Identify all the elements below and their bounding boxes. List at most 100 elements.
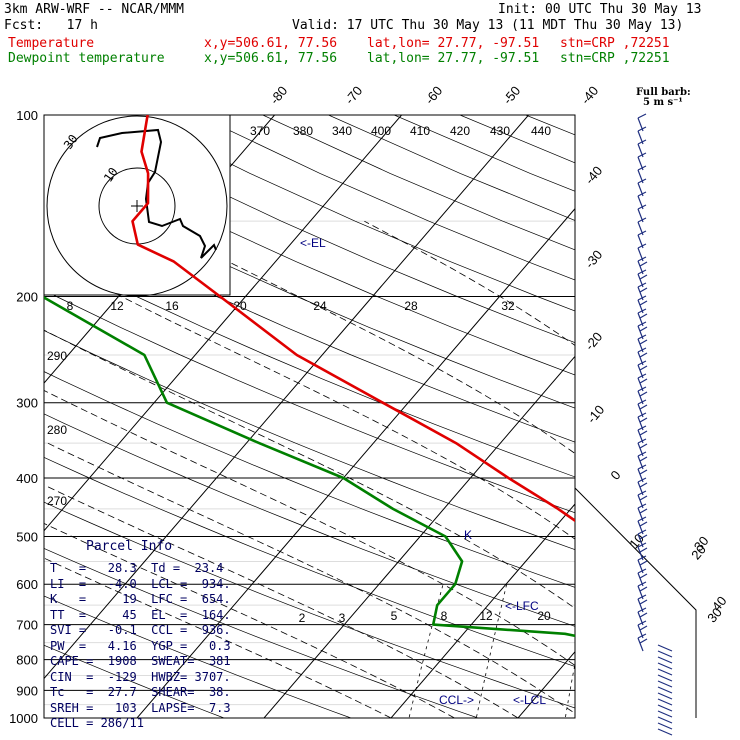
wind-barb xyxy=(637,542,647,548)
wind-barb xyxy=(637,399,647,405)
plot-frame xyxy=(43,114,576,719)
isotherm-label: -30 xyxy=(582,247,606,271)
moist-adiabat xyxy=(44,523,455,718)
dry-adiabat xyxy=(44,595,353,718)
isotherm xyxy=(517,650,575,718)
pressure-label-600: 600 xyxy=(16,577,38,592)
moist-adiabat xyxy=(364,220,575,346)
pressure-label-900: 900 xyxy=(16,683,38,698)
wind-barb xyxy=(637,360,647,366)
mixing-ratio-label: 3 xyxy=(339,611,346,625)
wind-barb xyxy=(637,269,647,275)
dry-adiabat xyxy=(44,212,575,443)
valid-time: Valid: 17 UTC Thu 30 May 13 (11 MDT Thu … xyxy=(292,18,684,33)
wind-barb xyxy=(637,178,647,184)
mixing-ratio-label: 8 xyxy=(441,609,448,623)
mixing-ratio-line xyxy=(475,584,508,718)
wind-barb xyxy=(639,300,648,306)
moist-adiabat xyxy=(44,390,575,666)
wind-barb xyxy=(639,417,648,423)
parcel-row: CAPE = 1908 SWEAT= 381 xyxy=(50,654,231,668)
wind-barb xyxy=(637,425,647,431)
wind-barb xyxy=(637,451,647,457)
wind-barb xyxy=(637,373,647,379)
annotation-label: CCL-> xyxy=(439,693,474,707)
parcel-row: TT = 45 EL = 164. xyxy=(50,608,231,622)
parcel-info-title: Parcel Info xyxy=(86,539,173,554)
forecast-hour: Fcst: 17 h xyxy=(4,18,98,33)
wind-barb xyxy=(637,295,647,301)
wind-barb xyxy=(657,644,673,652)
wind-barb xyxy=(639,274,648,280)
dry-adiabat xyxy=(44,250,575,478)
dewpoint-profile xyxy=(44,295,575,638)
wind-barb xyxy=(637,386,647,392)
wind-barb xyxy=(639,534,648,540)
wind-barb xyxy=(637,620,647,626)
dry-adiabat xyxy=(44,413,575,627)
wind-barb xyxy=(639,495,648,501)
wind-barb xyxy=(637,607,647,613)
mixing-ratio-label: 5 xyxy=(391,609,398,623)
dewpoint-station: stn=CRP ,72251 xyxy=(560,51,670,66)
parcel-row: LI = -4.0 LCL = 934. xyxy=(50,577,231,591)
parcel-row: CELL = 286/11 xyxy=(50,716,144,730)
wind-barb xyxy=(637,503,647,509)
temperature-latlon: lat,lon= 27.77, -97.51 xyxy=(367,36,540,51)
model-title: 3km ARW-WRF -- NCAR/MMM xyxy=(4,2,185,17)
wind-barb xyxy=(637,126,647,132)
temperature-station: stn=CRP ,72251 xyxy=(560,36,670,51)
wind-barb xyxy=(657,656,673,664)
parcel-row: CIN = -129 HWBZ= 3707. xyxy=(50,670,231,684)
wind-barb xyxy=(637,334,647,340)
theta-label: 380 xyxy=(293,124,313,138)
wind-barb xyxy=(637,321,647,327)
temperature-profile xyxy=(131,115,575,523)
temperature-legend: Temperature xyxy=(8,36,95,51)
moist-adiabat xyxy=(44,440,575,714)
parcel-row: T = 28.3 Td = 23.4 xyxy=(50,561,224,575)
moist-adiabat xyxy=(44,557,392,718)
init-time: Init: 00 UTC Thu 30 May 13 xyxy=(498,2,702,17)
wind-barb xyxy=(637,308,647,314)
moist-adiabat xyxy=(148,220,575,454)
dry-adiabat xyxy=(44,644,225,718)
pressure-label-1000: 1000 xyxy=(9,711,38,726)
wind-barb xyxy=(639,560,648,566)
wind-barb xyxy=(639,508,648,514)
wind-barb xyxy=(657,650,673,658)
theta-label: 370 xyxy=(250,124,270,138)
wind-barb xyxy=(637,113,647,119)
wind-barb xyxy=(639,469,648,475)
wind-barb xyxy=(657,728,673,736)
wind-barb xyxy=(639,378,648,384)
wind-barb xyxy=(639,547,648,553)
dry-adiabat xyxy=(44,175,575,409)
dry-adiabat xyxy=(44,501,575,709)
theta-label: 430 xyxy=(490,124,510,138)
barb-panel-edge xyxy=(574,487,697,718)
wind-barb xyxy=(639,586,648,592)
wind-barb xyxy=(637,165,647,171)
temperature-xy: x,y=506.61, 77.56 xyxy=(204,36,338,51)
wind-barb xyxy=(637,256,647,262)
dry-adiabat xyxy=(459,115,575,164)
wind-barb xyxy=(637,464,647,470)
pressure-label-100: 100 xyxy=(16,108,38,123)
dry-adiabat xyxy=(44,289,575,514)
wind-barb xyxy=(639,521,648,527)
dry-adiabat xyxy=(394,115,575,192)
annotation-label: <-LFC xyxy=(505,599,539,613)
wind-barb xyxy=(657,686,673,694)
barb-legend-title: Full barb: xyxy=(636,87,691,98)
speed-tick: 12 xyxy=(110,299,124,313)
wind-barb xyxy=(639,365,648,371)
isotherm-label: -10 xyxy=(584,402,608,426)
mixing-ratio-line xyxy=(650,584,672,731)
annotation-label: K xyxy=(464,528,472,542)
isotherm-label: 0 xyxy=(607,468,623,483)
speed-tick: 8 xyxy=(67,299,74,313)
parcel-row: Tc = 27.7 SHEAR= 38. xyxy=(50,685,231,699)
wind-barb xyxy=(639,482,648,488)
wind-barb xyxy=(637,477,647,483)
